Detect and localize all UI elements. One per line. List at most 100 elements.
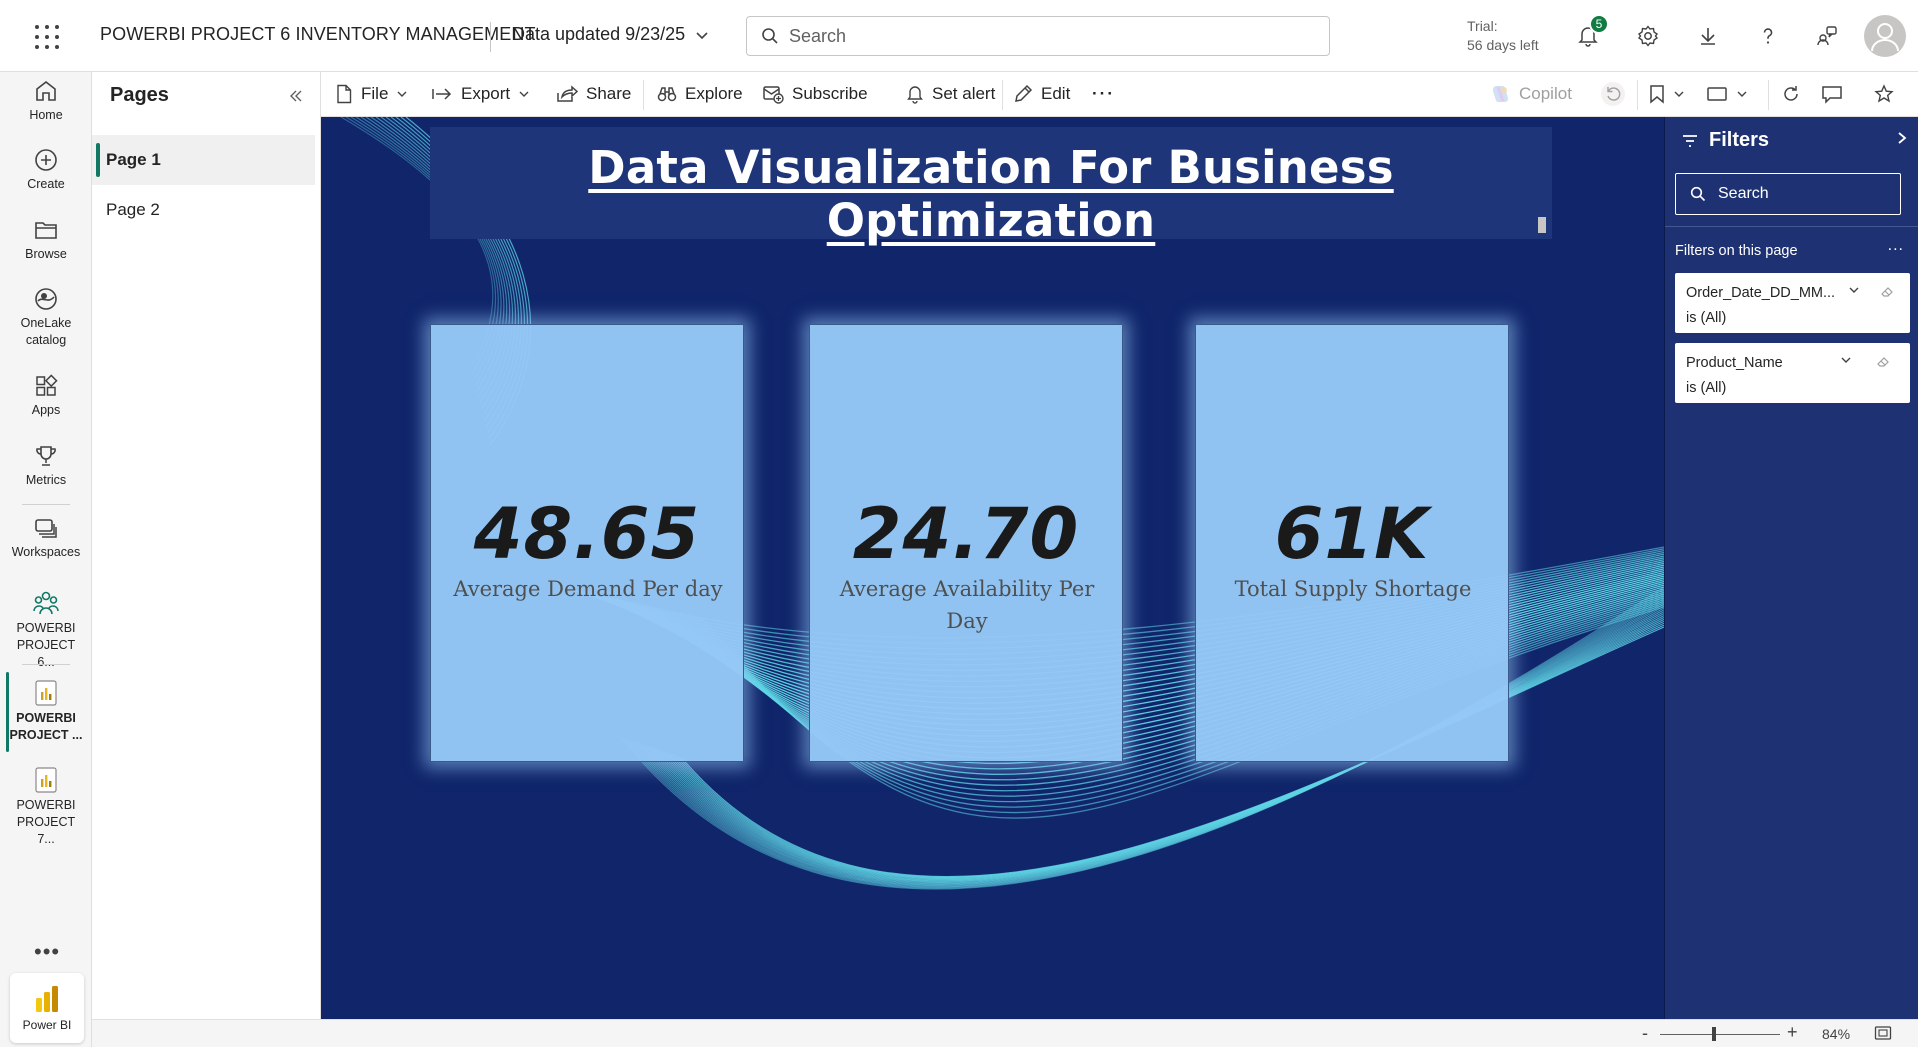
comments-button[interactable] [1821,78,1843,110]
page-tab-2[interactable]: Page 2 [92,185,315,235]
filters-more-button[interactable]: ... [1887,237,1904,254]
filter-field-name: Order_Date_DD_MM... [1686,285,1836,301]
zoom-slider-track[interactable] [1660,1034,1780,1035]
filter-card-order-date[interactable]: Order_Date_DD_MM... is (All) [1675,273,1910,333]
gear-icon [1637,25,1659,47]
document-icon [337,84,352,104]
file-label: File [361,84,389,103]
help-button[interactable] [1752,20,1784,52]
kpi-value: 24.70 [852,493,1080,575]
filter-state: is (All) [1686,380,1727,396]
rail-item-report-project7[interactable]: POWERBI PROJECT 7... [0,766,92,848]
set-alert-button[interactable]: Set alert [906,78,995,110]
share-icon [557,85,578,102]
notifications-button[interactable]: 5 [1572,14,1609,52]
folder-icon [35,222,57,239]
toolbar-divider [643,80,644,110]
global-search[interactable] [746,16,1330,56]
rail-item-workspaces[interactable]: Workspaces [0,515,92,561]
zoom-out-button[interactable]: - [1642,1023,1648,1043]
export-menu-button[interactable]: Export [431,78,530,110]
export-label: Export [461,84,511,103]
trial-days-left: 56 days left [1467,37,1539,53]
zoom-in-button[interactable]: + [1787,1022,1798,1042]
chevron-right-icon [1898,132,1907,144]
rail-item-workspace-project6[interactable]: POWERBI PROJECT 6... [0,589,92,671]
subscribe-button[interactable]: Subscribe [762,78,868,110]
clear-filter-eraser-icon[interactable] [1879,283,1895,299]
share-feedback-button[interactable] [1811,20,1843,52]
rail-more-button[interactable]: ••• [34,939,61,964]
powerbi-switcher[interactable]: Power BI [10,973,84,1043]
report-icon [35,767,57,793]
toolbar-divider [1768,80,1769,110]
user-avatar[interactable] [1864,15,1906,57]
trophy-icon [36,446,56,466]
trial-status[interactable]: Trial: 56 days left [1467,17,1539,55]
refresh-button[interactable] [1781,78,1801,110]
share-button[interactable]: Share [556,78,631,110]
filters-title: Filters [1709,129,1770,151]
file-menu-button[interactable]: File [335,78,408,110]
rail-item-metrics[interactable]: Metrics [0,443,92,489]
kpi-card-average-availability[interactable]: 24.70 Average Availability Per Day [809,324,1123,762]
copilot-button[interactable]: Copilot [1489,78,1572,110]
rail-item-apps[interactable]: Apps [0,373,92,419]
rail-item-label: Workspaces [11,545,81,559]
clear-filter-eraser-icon[interactable] [1875,353,1891,369]
collapse-pages-button[interactable] [282,82,310,110]
report-toolbar: File Export Share Explore Subscribe Set … [321,72,1918,117]
powerbi-label: Power BI [22,1018,72,1032]
view-window-icon [1707,87,1727,101]
rail-item-home[interactable]: Home [0,78,92,124]
rail-item-create[interactable]: Create [0,147,92,193]
explore-label: Explore [685,84,743,103]
rail-item-report-active[interactable]: POWERBI PROJECT ... [0,679,92,744]
rail-item-browse[interactable]: Browse [0,217,92,263]
export-arrow-icon [432,88,452,100]
bookmark-button[interactable] [1649,78,1685,110]
fit-to-page-icon[interactable] [1874,1025,1892,1041]
apps-icon [36,374,58,396]
rail-divider [22,504,70,505]
data-updated-dropdown[interactable]: Data updated 9/23/25 [512,24,709,45]
more-options-button[interactable]: ··· [1092,84,1115,103]
comment-icon [1822,86,1842,104]
report-title-box[interactable]: Data Visualization For Business Optimiza… [430,127,1552,247]
view-menu-button[interactable] [1706,78,1748,110]
settings-button[interactable] [1632,20,1664,52]
edit-button[interactable]: Edit [1013,78,1070,110]
favorite-button[interactable] [1874,78,1894,110]
resize-handle[interactable] [1538,217,1546,233]
kpi-card-average-demand[interactable]: 48.65 Average Demand Per day [430,324,744,762]
reset-icon [1601,82,1625,106]
chevron-down-icon [696,31,708,39]
page-tab-label: Page 1 [106,150,161,169]
chevron-down-icon [519,91,529,97]
chevron-down-icon[interactable] [1839,353,1853,367]
subscribe-mail-icon [763,86,784,104]
people-feedback-icon [1817,26,1837,46]
filters-search[interactable] [1675,173,1901,215]
app-launcher-icon[interactable] [32,22,62,52]
download-button[interactable] [1692,20,1724,52]
workspace-title[interactable]: POWERBI PROJECT 6 INVENTORY MANAGEMENT [100,24,536,44]
report-title: Data Visualization For Business Optimiza… [588,141,1394,247]
explore-button[interactable]: Explore [657,78,743,110]
rail-item-label: Home [29,108,63,122]
data-updated-label: Data updated 9/23/25 [512,24,686,44]
filter-card-product-name[interactable]: Product_Name is (All) [1675,343,1910,403]
star-icon [1874,84,1894,103]
collapse-filters-button[interactable] [1896,129,1908,150]
page-tab-1[interactable]: Page 1 [92,135,315,185]
chevron-down-icon[interactable] [1847,283,1861,297]
reset-button[interactable] [1600,78,1626,110]
filters-divider [1665,226,1918,227]
rail-item-onelake[interactable]: OneLake catalog [0,286,92,349]
toolbar-divider [1002,80,1003,110]
global-search-input[interactable] [789,25,1289,47]
filters-search-input[interactable] [1718,185,1888,203]
kpi-card-total-supply-shortage[interactable]: 61K Total Supply Shortage [1195,324,1509,762]
filter-field-name: Product_Name [1686,355,1783,371]
zoom-slider-thumb[interactable] [1712,1027,1716,1041]
